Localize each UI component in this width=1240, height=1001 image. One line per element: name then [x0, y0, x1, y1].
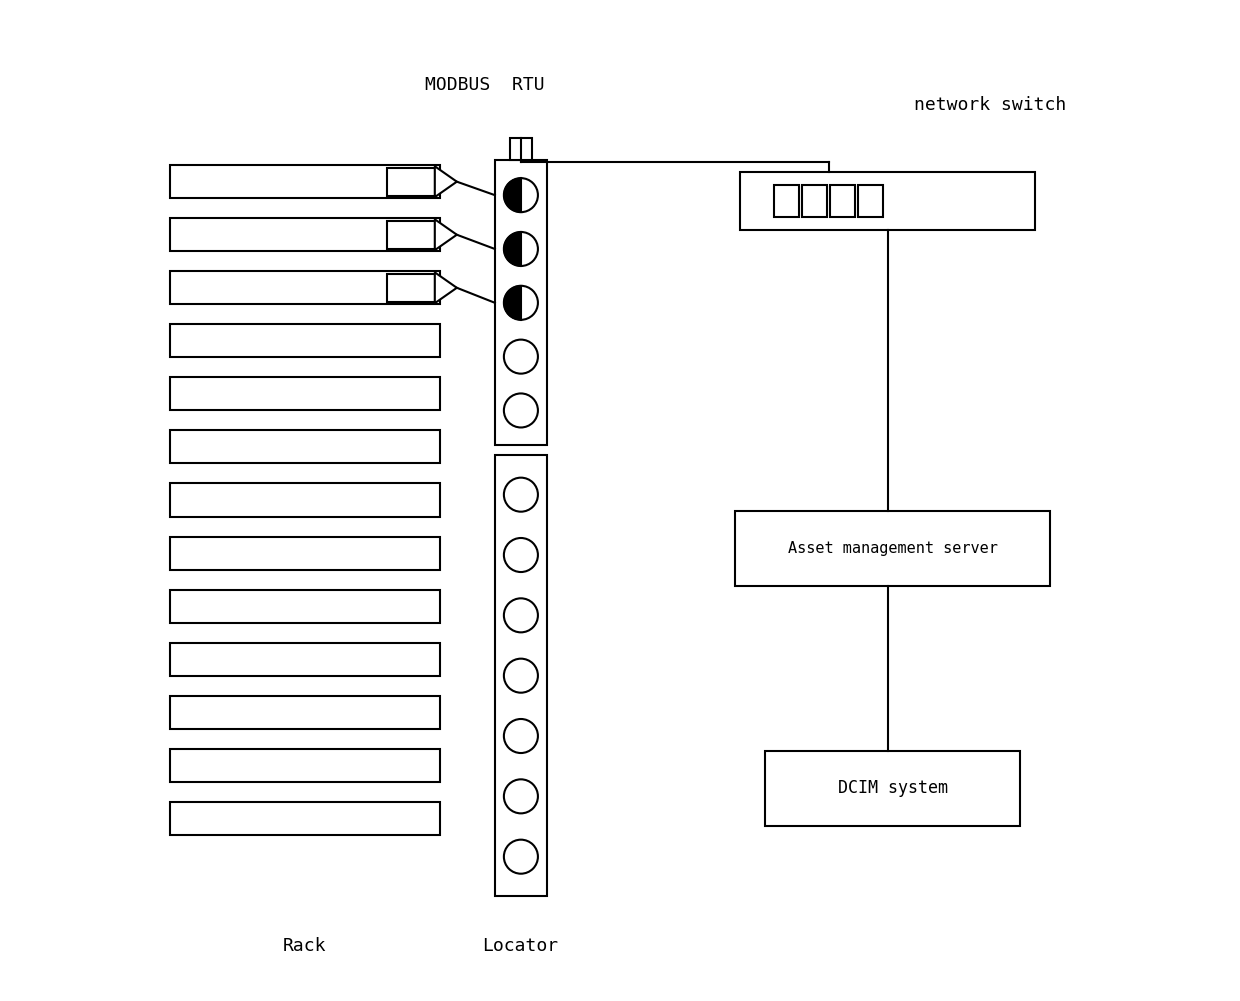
Bar [170, 590, 440, 623]
Bar [495, 160, 547, 445]
Polygon shape [435, 219, 456, 250]
Bar [774, 185, 799, 217]
Polygon shape [435, 166, 456, 197]
Bar [387, 273, 435, 302]
Bar [735, 511, 1050, 586]
Circle shape [503, 719, 538, 753]
Bar [495, 455, 547, 896]
Bar [170, 643, 440, 676]
Polygon shape [503, 178, 521, 212]
Bar [170, 430, 440, 463]
Bar [765, 751, 1021, 826]
Text: network switch: network switch [914, 96, 1066, 114]
Text: Locator: Locator [482, 937, 558, 955]
Bar [802, 185, 827, 217]
Circle shape [503, 477, 538, 512]
Bar [387, 221, 435, 249]
Bar [170, 271, 440, 304]
Polygon shape [503, 286, 521, 320]
Text: Asset management server: Asset management server [787, 541, 998, 556]
Circle shape [503, 840, 538, 874]
Bar [170, 218, 440, 251]
Bar [170, 537, 440, 570]
Text: Rack: Rack [283, 937, 326, 955]
Circle shape [503, 659, 538, 693]
Circle shape [503, 339, 538, 373]
Polygon shape [521, 178, 538, 212]
Bar [170, 324, 440, 357]
Bar [170, 802, 440, 835]
Bar [510, 138, 532, 160]
Bar [387, 167, 435, 196]
Polygon shape [503, 232, 521, 266]
Text: DCIM system: DCIM system [838, 780, 947, 797]
Bar [831, 185, 856, 217]
Bar [170, 749, 440, 782]
Polygon shape [521, 232, 538, 266]
Bar [170, 377, 440, 410]
Bar [170, 483, 440, 517]
Bar [740, 172, 1035, 230]
Polygon shape [435, 272, 456, 303]
Text: MODBUS  RTU: MODBUS RTU [425, 76, 544, 94]
Circle shape [503, 538, 538, 572]
Bar [170, 165, 440, 198]
Circle shape [503, 393, 538, 427]
Polygon shape [521, 286, 538, 320]
Circle shape [503, 780, 538, 814]
Bar [858, 185, 883, 217]
Circle shape [503, 599, 538, 633]
Bar [170, 696, 440, 729]
